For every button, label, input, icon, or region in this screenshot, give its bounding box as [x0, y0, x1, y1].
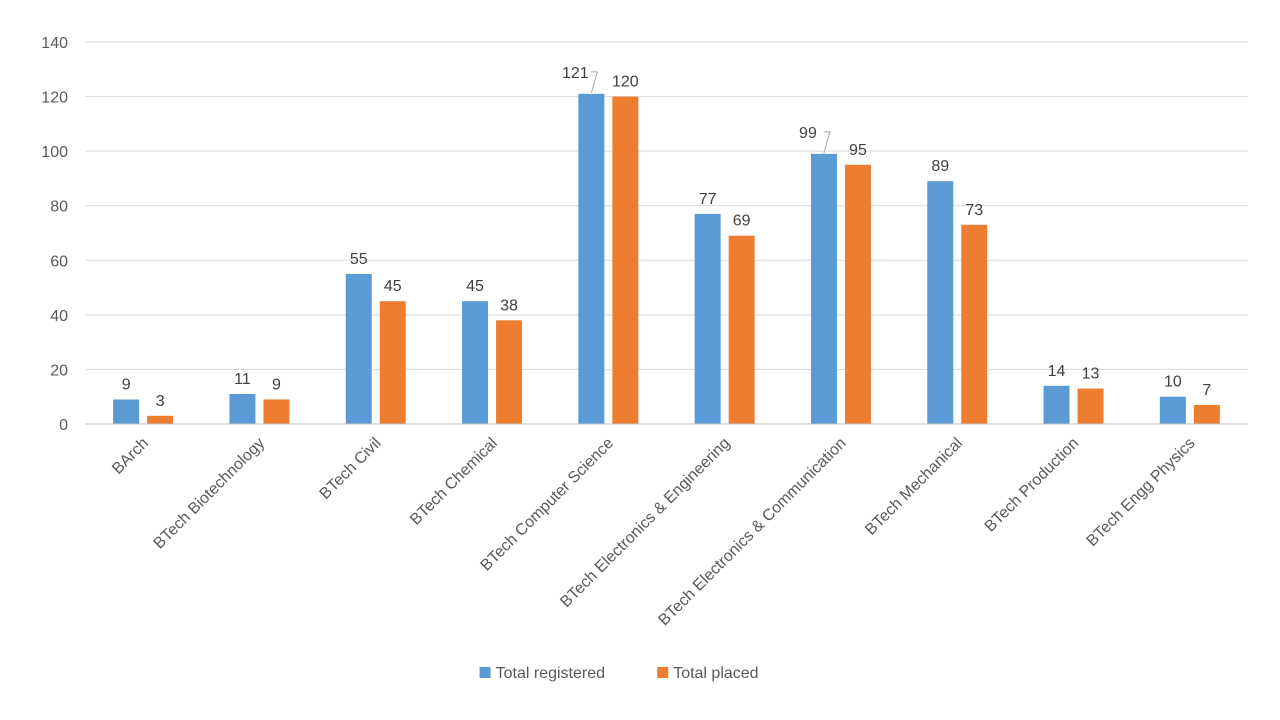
data-label: 77 [699, 191, 717, 208]
gridlines [85, 41, 1248, 370]
y-tick-label: 60 [50, 253, 68, 270]
bar [1043, 385, 1070, 424]
legend-label: Total placed [673, 665, 758, 682]
bar [263, 399, 290, 424]
data-labels: 9 3 11 9 55 45 45 38 121 120 77 69 99 95 89 73 14 13 10 7 [122, 65, 1212, 410]
bar [844, 164, 871, 425]
bar [810, 153, 837, 424]
data-label: 45 [466, 278, 484, 295]
bar [229, 393, 256, 424]
data-label: 3 [156, 393, 165, 410]
data-label: 45 [384, 278, 402, 295]
category-label: BTech Production [982, 435, 1083, 536]
data-label: 73 [965, 202, 983, 219]
y-tick-label: 120 [41, 90, 68, 107]
data-label: 38 [500, 297, 518, 314]
data-label: 89 [931, 158, 949, 175]
bar [612, 96, 639, 425]
bars [113, 93, 1220, 425]
legend-swatch [657, 667, 669, 678]
y-tick-label: 20 [50, 362, 68, 379]
category-label: BTech Biotechnology [151, 435, 269, 553]
data-label: 55 [350, 251, 368, 268]
bar [462, 301, 489, 424]
legend-item: Total registered [479, 665, 605, 682]
legend-item: Total placed [657, 665, 759, 682]
bar [728, 235, 755, 424]
bar [496, 320, 523, 424]
data-label: 14 [1048, 363, 1066, 380]
data-label: 11 [234, 371, 251, 388]
data-label: 95 [849, 142, 867, 159]
category-label: BTech Computer Science [478, 435, 618, 575]
data-label: 10 [1164, 374, 1182, 391]
bar [379, 301, 406, 424]
data-label: 120 [612, 74, 639, 91]
bar [694, 213, 721, 424]
category-label: BTech Engg Physics [1084, 435, 1199, 550]
y-tick-label: 0 [59, 417, 68, 434]
bar [1193, 404, 1220, 424]
category-label: BTech Electronics & Communication [655, 435, 849, 629]
legend: Total registered Total placed [479, 665, 759, 682]
y-tick-label: 40 [50, 308, 68, 325]
data-label: 9 [122, 376, 131, 393]
data-label: 13 [1082, 366, 1100, 383]
legend-swatch [479, 667, 491, 678]
y-tick-label: 80 [50, 199, 68, 216]
bar [1159, 396, 1186, 424]
data-label: 7 [1202, 382, 1211, 399]
category-label: BArch [109, 435, 152, 478]
category-label: BTech Civil [317, 435, 385, 503]
bar [961, 224, 988, 424]
data-label: 69 [733, 213, 751, 230]
y-tick-label: 140 [41, 35, 68, 52]
bar [147, 415, 174, 424]
y-axis-tick-labels: 0 20 40 60 80 100 120 140 [41, 35, 68, 434]
leader-line [823, 131, 831, 154]
bar [113, 399, 140, 424]
category-label: BTech Mechanical [862, 435, 966, 539]
category-label: BTech Chemical [407, 435, 501, 529]
data-label: 9 [272, 376, 281, 393]
bar [1077, 388, 1104, 424]
bar [345, 273, 372, 424]
legend-label: Total registered [496, 665, 605, 682]
leader-lines [590, 71, 831, 154]
bar [927, 181, 954, 424]
data-label: 121 [562, 65, 589, 82]
bar [578, 93, 605, 424]
y-tick-label: 100 [41, 144, 68, 161]
data-label: 99 [799, 125, 817, 142]
leader-line [590, 71, 599, 93]
